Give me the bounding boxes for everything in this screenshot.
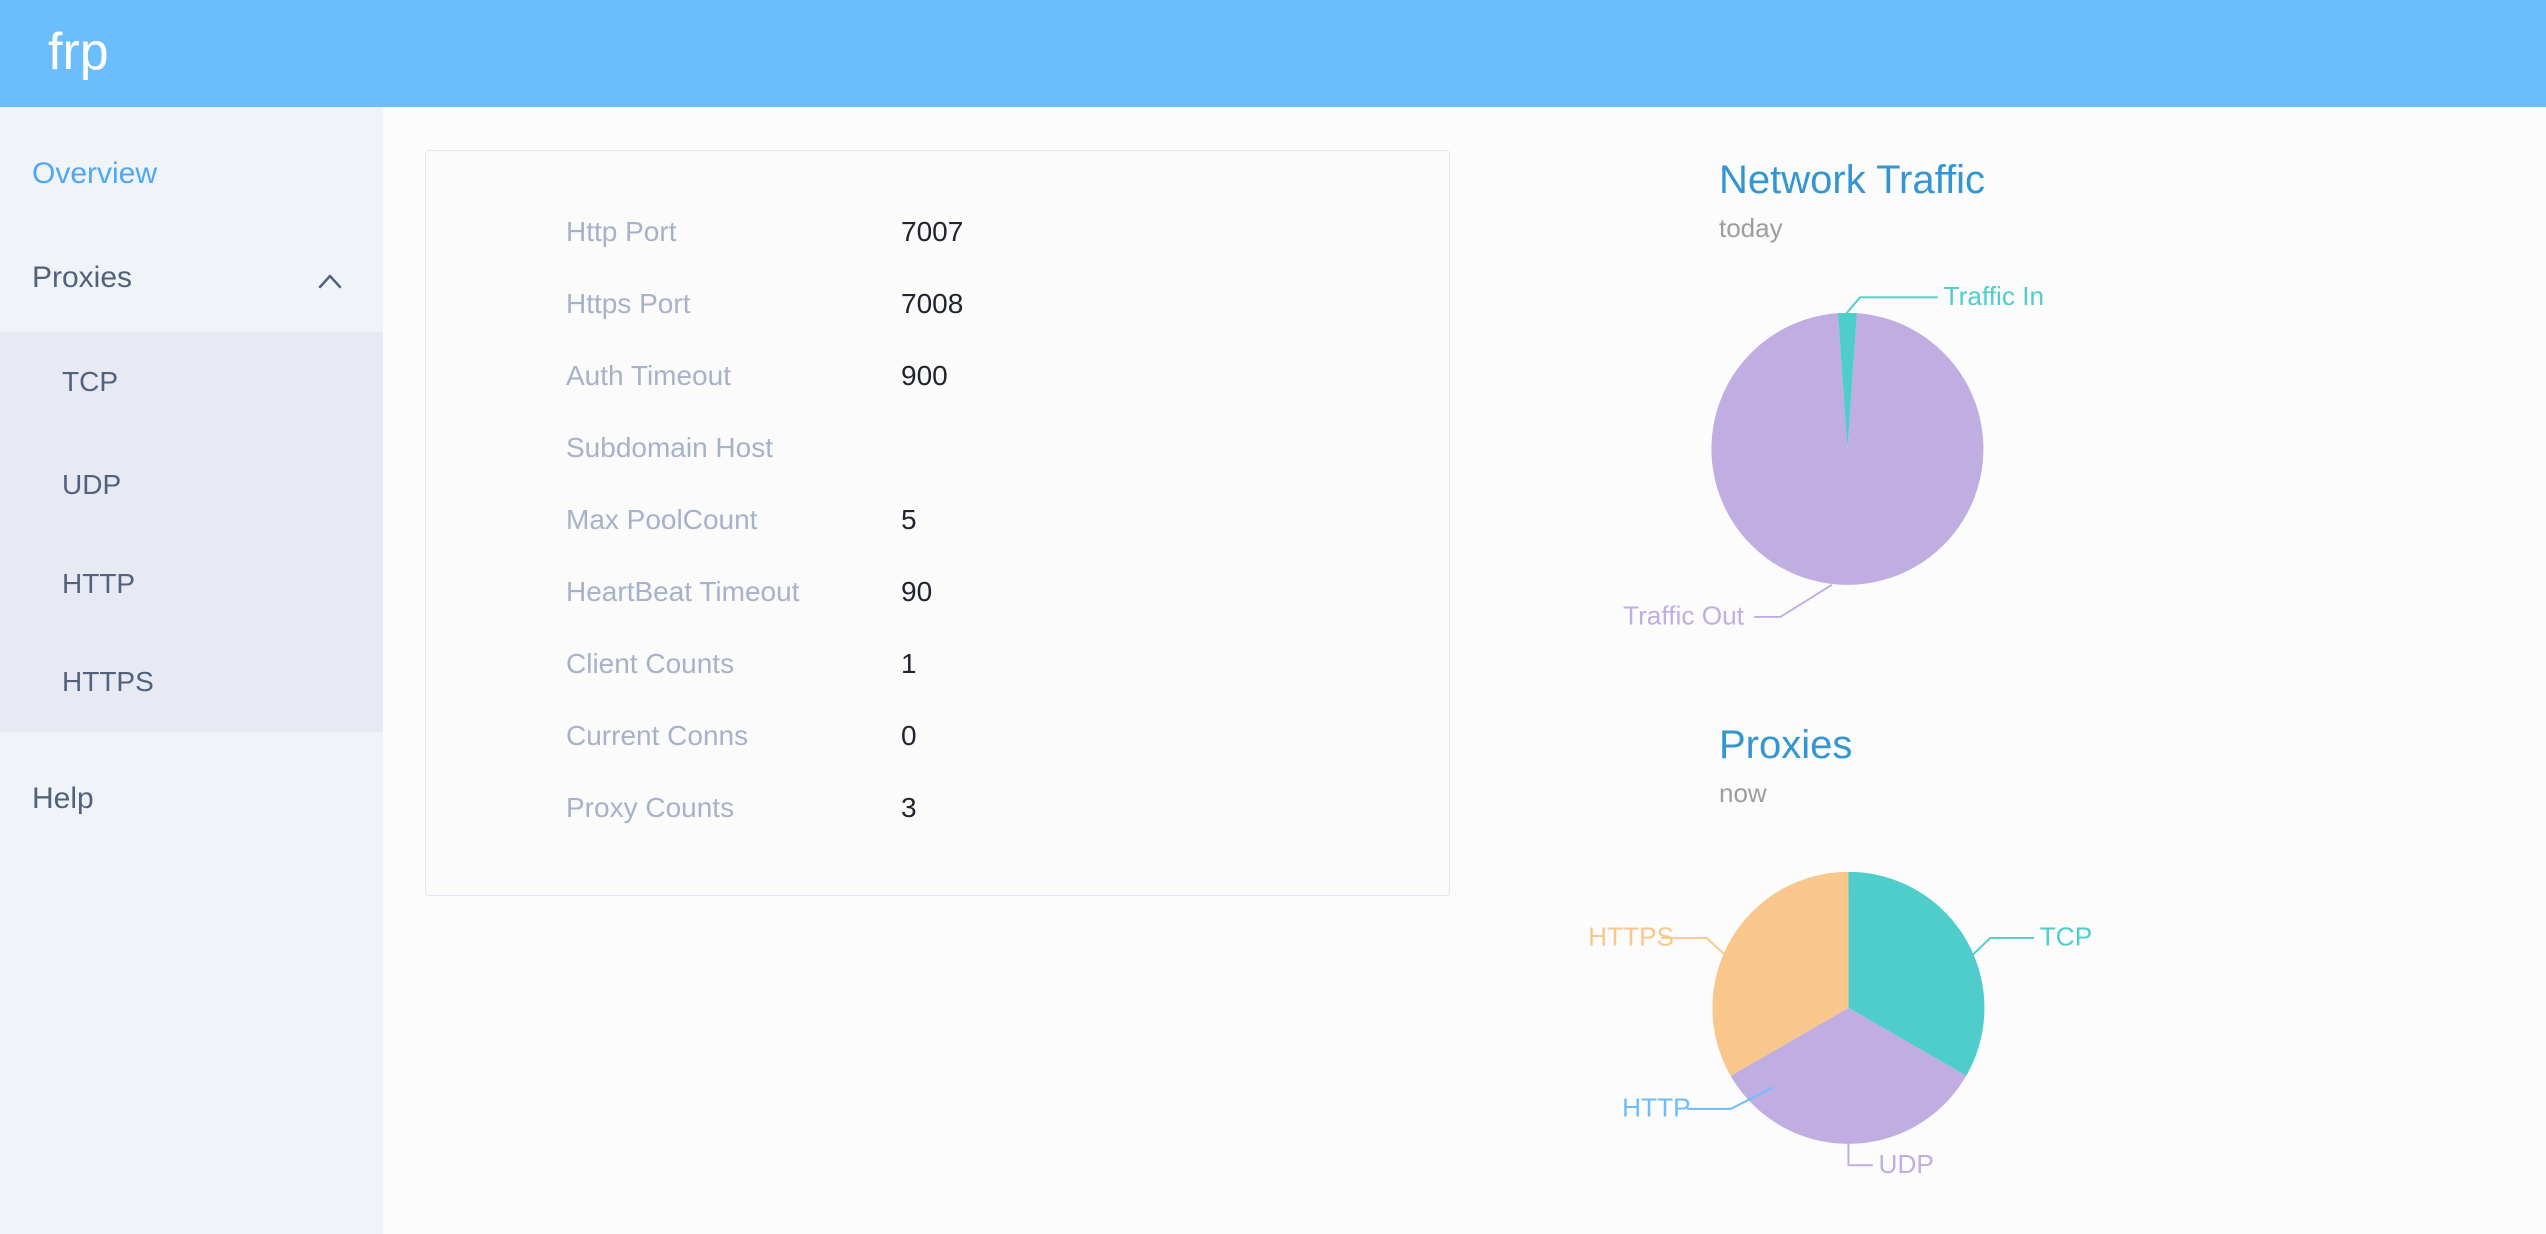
svg-text:Traffic In: Traffic In	[1944, 281, 2045, 311]
svg-text:HTTP: HTTP	[1622, 1093, 1690, 1123]
svg-text:Traffic Out: Traffic Out	[1623, 601, 1745, 631]
svg-text:TCP: TCP	[2040, 922, 2092, 952]
svg-text:UDP: UDP	[1879, 1149, 1934, 1179]
svg-text:HTTPS: HTTPS	[1588, 922, 1674, 952]
